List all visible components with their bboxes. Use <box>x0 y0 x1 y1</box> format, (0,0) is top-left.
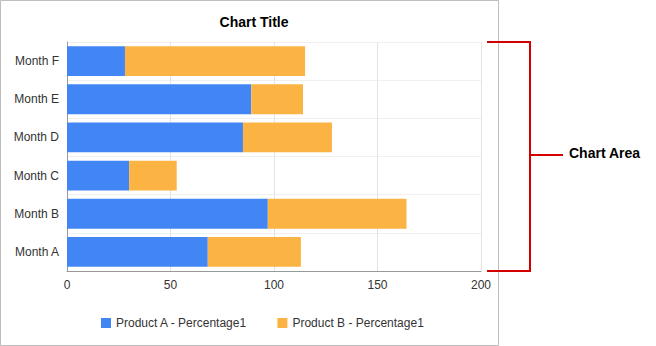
svg-text:Month C: Month C <box>14 169 60 183</box>
svg-text:Month E: Month E <box>14 92 59 106</box>
svg-text:150: 150 <box>367 278 387 292</box>
svg-text:Chart Area: Chart Area <box>569 145 640 161</box>
svg-text:Month D: Month D <box>14 130 60 144</box>
svg-text:100: 100 <box>264 278 284 292</box>
svg-text:Product B - Percentage1: Product B - Percentage1 <box>292 316 424 330</box>
svg-text:Month A: Month A <box>15 245 59 259</box>
svg-text:0: 0 <box>64 278 71 292</box>
svg-text:Month B: Month B <box>14 207 59 221</box>
svg-text:50: 50 <box>164 278 178 292</box>
svg-text:Chart Title: Chart Title <box>220 14 289 30</box>
svg-text:200: 200 <box>471 278 491 292</box>
svg-text:Product A - Percentage1: Product A - Percentage1 <box>116 316 246 330</box>
svg-text:Month F: Month F <box>15 54 59 68</box>
